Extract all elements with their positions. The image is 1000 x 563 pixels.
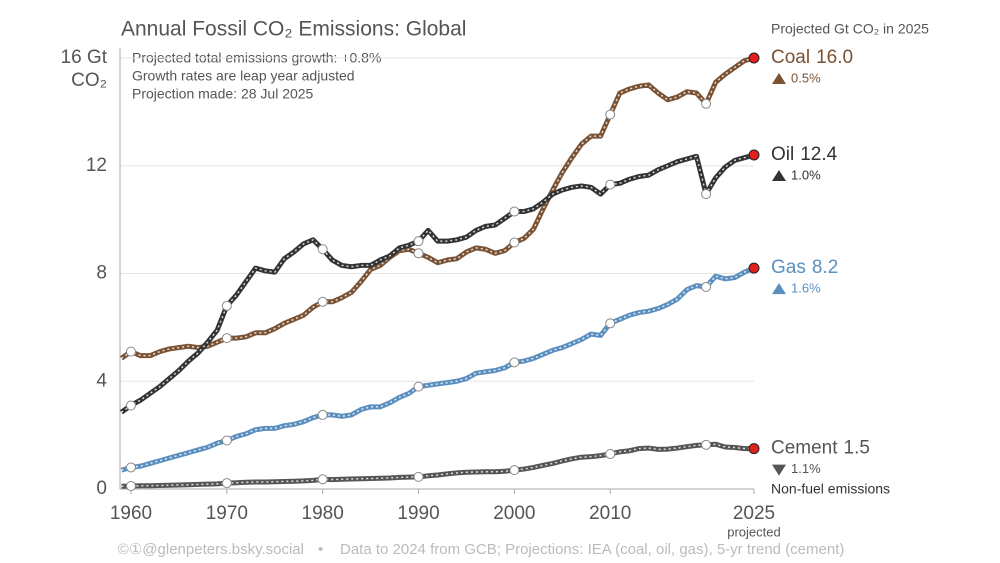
decade-marker — [413, 381, 424, 392]
series-end-label: 8.2 — [812, 257, 838, 278]
change-arrow — [772, 464, 786, 476]
decade-marker — [125, 481, 136, 492]
decade-marker — [509, 206, 520, 217]
projection-marker — [748, 262, 760, 274]
y-tick-label: 0 — [96, 478, 107, 499]
x-tick-label: 2025 — [733, 503, 775, 524]
change-label: 0.5% — [791, 70, 821, 85]
series-line — [119, 55, 755, 361]
x-tick-label: 2010 — [589, 503, 631, 524]
series-line-dots — [120, 57, 755, 359]
decade-marker — [605, 318, 616, 329]
series-label: Oil — [771, 144, 794, 165]
decade-marker — [413, 471, 424, 482]
x-tick-label: 1970 — [206, 503, 248, 524]
series-line-dots — [121, 267, 755, 471]
change-label: 1.1% — [791, 461, 821, 476]
series-label: Gas — [771, 257, 806, 278]
change-label: 1.0% — [791, 167, 821, 182]
decade-marker — [221, 435, 232, 446]
decade-marker — [605, 179, 616, 190]
projection-marker — [748, 443, 760, 455]
change-arrow — [772, 169, 786, 181]
decade-marker — [125, 400, 136, 411]
change-arrow — [772, 283, 786, 295]
change-arrow — [772, 73, 786, 84]
decade-marker — [701, 281, 712, 292]
y-axis-label: CO₂ — [71, 70, 107, 91]
decade-marker — [509, 465, 520, 476]
series-note: Non-fuel emissions — [771, 480, 890, 496]
series-line — [121, 441, 754, 489]
decade-marker — [317, 409, 328, 420]
annotation: Growth rates are leap year adjusted — [132, 68, 355, 84]
decade-marker — [701, 189, 712, 200]
decade-marker — [125, 462, 136, 473]
legend-title: Projected Gt CO₂ in 2025 — [771, 21, 929, 37]
series-end-label: 16.0 — [816, 47, 853, 68]
projection-marker — [748, 149, 760, 161]
decade-marker — [221, 333, 232, 344]
series-end-label: 12.4 — [800, 144, 837, 165]
decade-marker — [413, 248, 424, 259]
x-tick-label: 1990 — [397, 503, 439, 524]
decade-marker — [701, 439, 712, 450]
projection-marker — [748, 52, 760, 64]
series-line — [119, 152, 755, 415]
chart-title: Annual Fossil CO₂ Emissions: Global — [121, 18, 466, 41]
series-line-dots — [120, 154, 755, 413]
decade-marker — [509, 237, 520, 248]
decade-marker — [605, 448, 616, 459]
decade-marker — [317, 244, 328, 255]
y-tick-label: 12 — [86, 155, 107, 176]
decade-marker — [509, 357, 520, 368]
source-handle: ©①@glenpeters.bsky.social — [118, 541, 304, 558]
series-label: Cement — [771, 438, 838, 459]
decade-marker — [413, 236, 424, 247]
series-label: Coal — [771, 47, 810, 68]
decade-marker — [125, 346, 136, 357]
decade-marker — [317, 296, 328, 307]
source-data: Data to 2024 from GCB; Projections: IEA … — [340, 541, 844, 558]
decade-marker — [605, 109, 616, 120]
y-tick-label: 16 Gt — [61, 47, 108, 68]
decade-marker — [701, 98, 712, 109]
separator: • — [318, 541, 323, 558]
decade-marker — [221, 478, 232, 489]
change-label: 1.6% — [791, 281, 821, 296]
series-end-label: 1.5 — [844, 438, 870, 459]
x-note: projected — [727, 524, 780, 539]
y-tick-label: 8 — [96, 263, 107, 284]
y-tick-label: 4 — [96, 370, 107, 391]
decade-marker — [221, 300, 232, 311]
series-line — [120, 265, 755, 473]
x-tick-label: 2000 — [493, 503, 535, 524]
decade-marker — [317, 474, 328, 485]
x-tick-label: 1960 — [110, 503, 152, 524]
x-tick-label: 1980 — [302, 503, 344, 524]
annotation: Projection made: 28 Jul 2025 — [132, 86, 314, 102]
